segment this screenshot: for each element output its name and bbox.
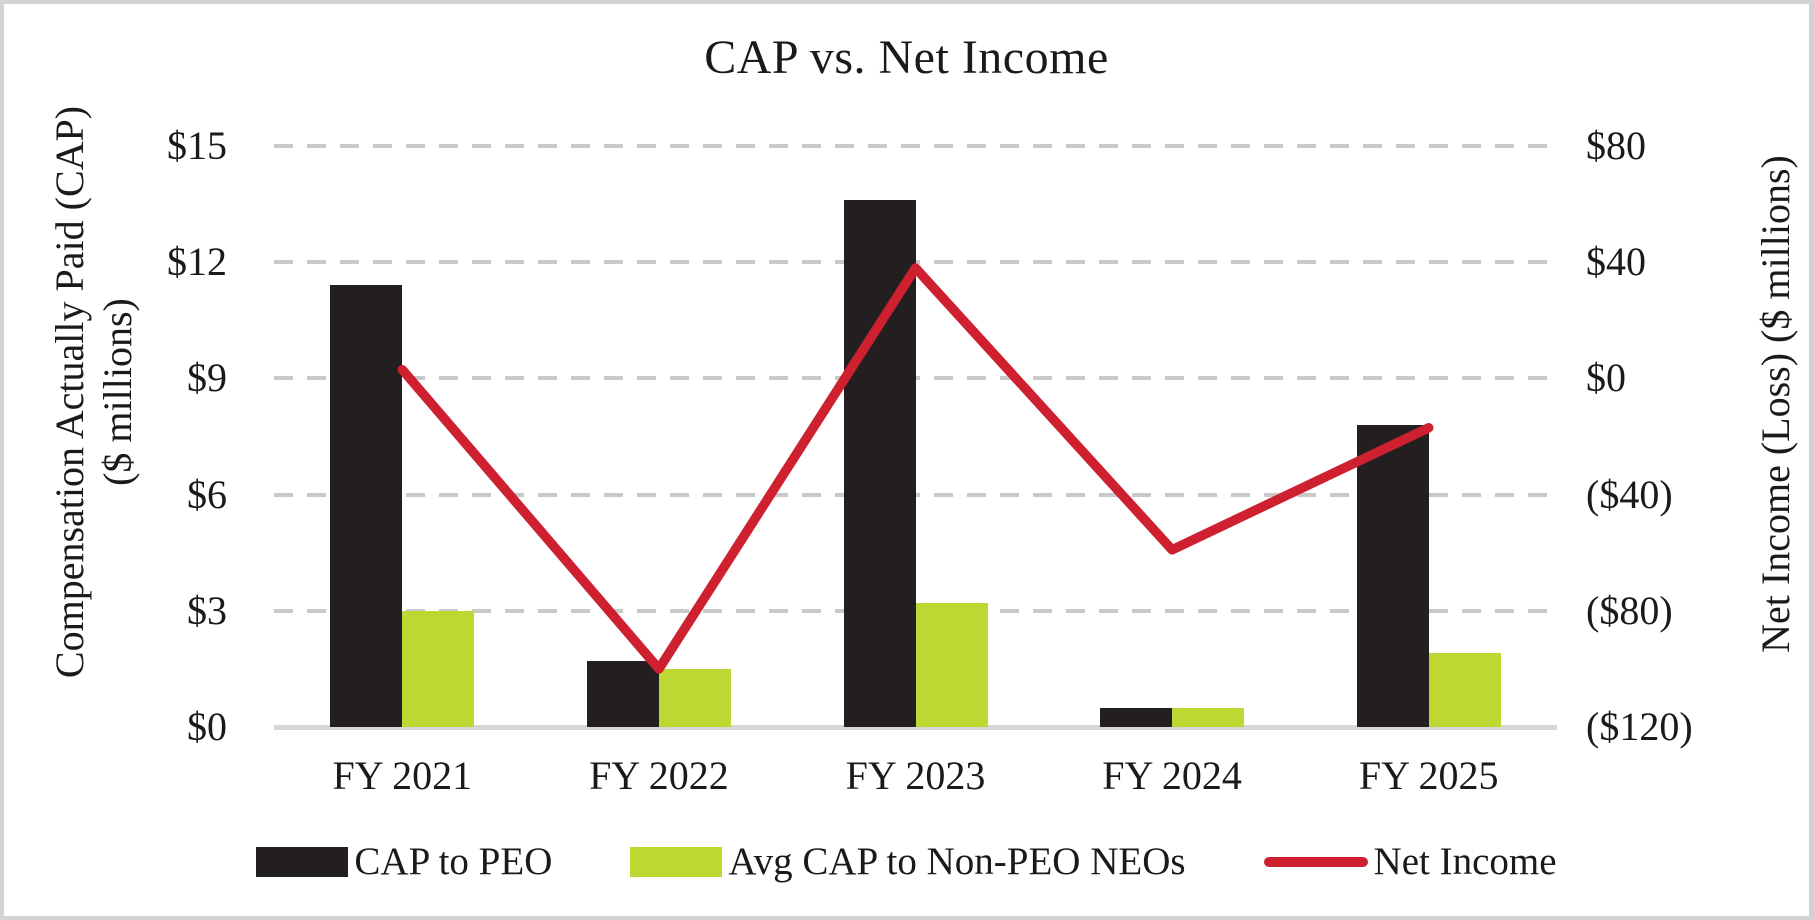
- secondary-y-axis-tick-label: $80: [1586, 123, 1646, 168]
- gridline: [274, 376, 1557, 381]
- gridline: [274, 144, 1557, 148]
- bar-avg-cap-non-peo-neos: [1428, 653, 1501, 727]
- legend-line-swatch: [1263, 857, 1368, 867]
- legend-item: CAP to PEO: [256, 840, 552, 884]
- legend-item: Net Income: [1263, 840, 1557, 884]
- gridline: [274, 492, 1557, 497]
- y-axis-tick-label: $6: [187, 471, 227, 517]
- y-axis-tick-label: $15: [167, 123, 227, 168]
- legend: CAP to PEO Avg CAP to Non-PEO NEOs Net Inc…: [4, 840, 1809, 884]
- secondary-y-axis-tick-label: $0: [1586, 355, 1626, 401]
- secondary-y-axis-tick-label: $40: [1586, 239, 1646, 285]
- legend-bar-swatch: [256, 847, 349, 877]
- x-axis-label: FY 2022: [589, 753, 729, 798]
- x-axis-label: FY 2024: [1102, 753, 1242, 798]
- x-axis-label: FY 2025: [1358, 753, 1499, 798]
- bar-cap-to-peo: [330, 285, 403, 727]
- legend-bar-swatch: [630, 847, 723, 877]
- secondary-y-axis-tick-label: ($80): [1586, 587, 1673, 633]
- y-axis-tick-label: $3: [187, 587, 227, 633]
- bar-avg-cap-non-peo-neos: [402, 610, 475, 727]
- bar-cap-to-peo: [1356, 424, 1429, 727]
- legend-label: CAP to PEO: [354, 840, 553, 883]
- y-axis-tick-label: $9: [187, 355, 227, 401]
- chart-title: CAP vs. Net Income: [704, 31, 1109, 84]
- x-axis-label: FY 2023: [845, 753, 986, 798]
- right-axis-title: Net Income (Loss) ($ millions): [1753, 155, 1798, 653]
- y-axis-tick-label: $0: [187, 704, 227, 749]
- x-axis-label: FY 2021: [332, 753, 473, 798]
- legend-label: Avg CAP to Non-PEO NEOs: [728, 840, 1186, 883]
- bar-avg-cap-non-peo-neos: [1172, 707, 1245, 727]
- bar-cap-to-peo: [586, 661, 659, 727]
- bar-avg-cap-non-peo-neos: [915, 603, 988, 727]
- y-axis-tick-label: $12: [167, 239, 227, 285]
- legend-item: Avg CAP to Non-PEO NEOs: [630, 840, 1186, 884]
- secondary-y-axis-tick-label: ($40): [1586, 471, 1673, 517]
- legend-label: Net Income: [1373, 840, 1557, 883]
- secondary-y-axis-tick-label: ($120): [1586, 704, 1693, 749]
- bar-avg-cap-non-peo-neos: [658, 668, 731, 727]
- bar-cap-to-peo: [1100, 707, 1173, 727]
- net-income-line: [397, 263, 1434, 674]
- x-axis-line: [274, 725, 1557, 730]
- gridline: [274, 260, 1557, 265]
